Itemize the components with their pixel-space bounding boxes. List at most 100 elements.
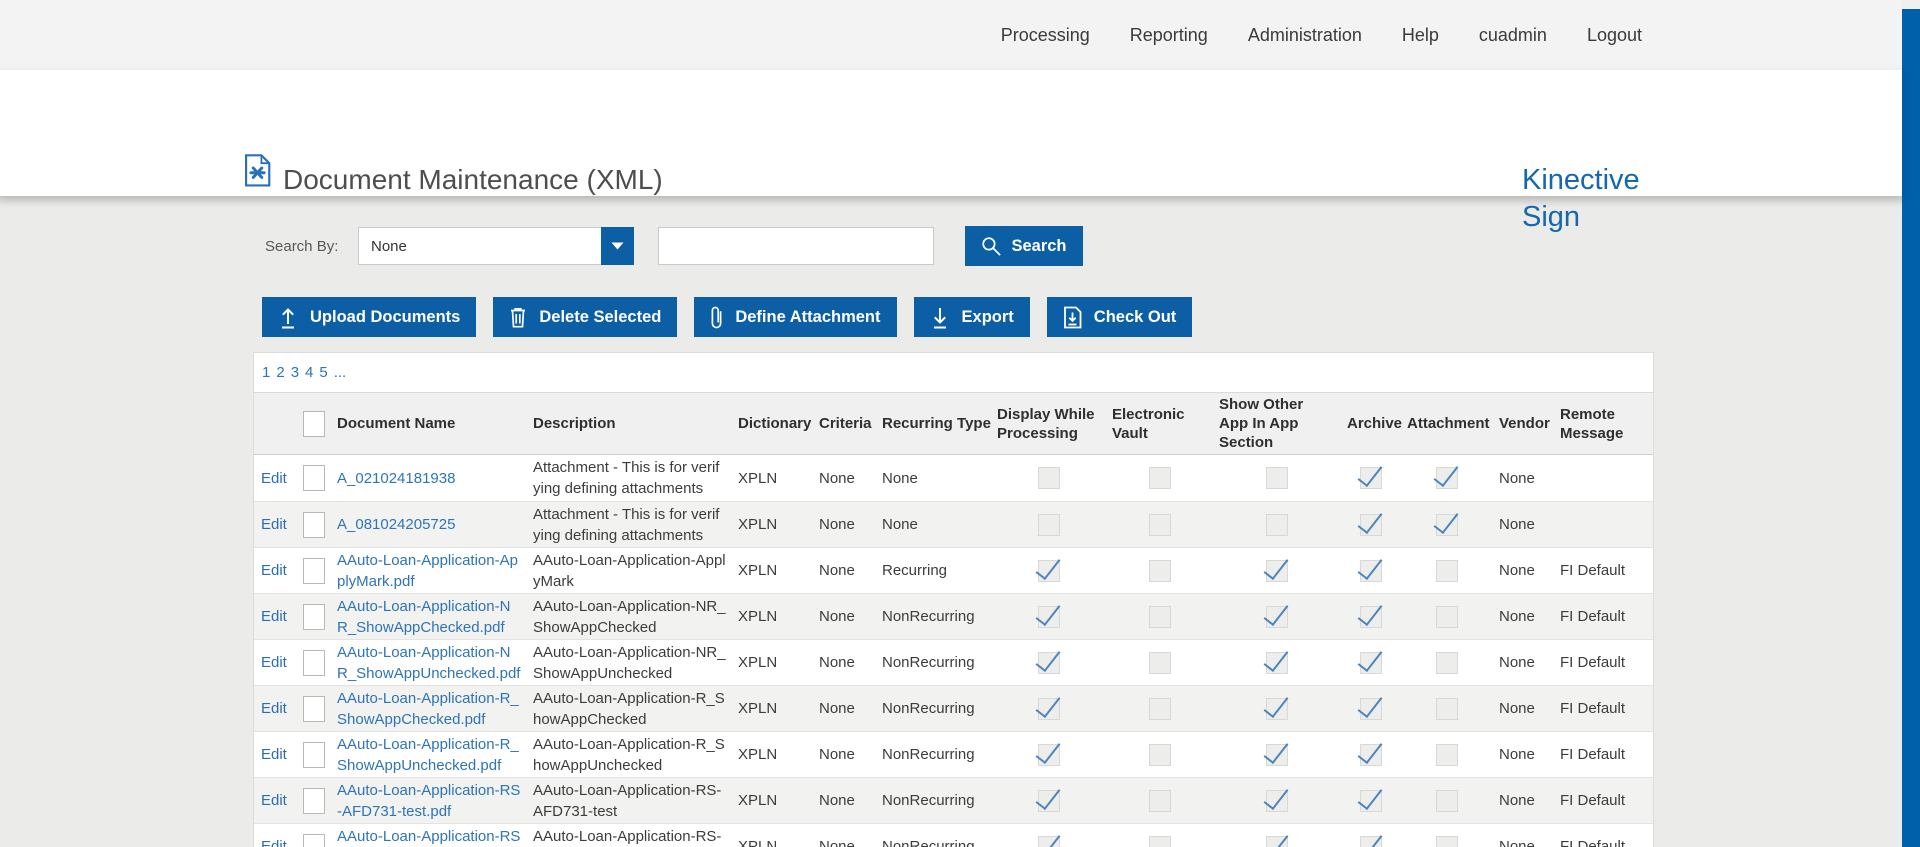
delete-selected-button[interactable]: Delete Selected (493, 297, 678, 337)
vendor-text: None (1499, 838, 1535, 847)
archive-checkbox (1360, 743, 1382, 766)
page-link-3[interactable]: 3 (290, 364, 300, 381)
edit-link[interactable]: Edit (261, 516, 287, 533)
page-link-ellipsis[interactable]: ... (333, 364, 347, 381)
dictionary-text: XPLN (738, 562, 778, 579)
document-name-link[interactable]: A_021024181938 (337, 469, 456, 487)
brand-logo: Kinective Sign (1522, 162, 1640, 236)
page-link-2[interactable]: 2 (276, 364, 285, 381)
display-while-processing-checkbox (1037, 559, 1060, 582)
recurring-cell: NonRecurring (876, 594, 991, 639)
nav-item-logout[interactable]: Logout (1586, 24, 1642, 45)
dictionary-cell: XPLN (732, 548, 813, 593)
row-checkbox[interactable] (303, 695, 325, 722)
column-header-label: Recurring Type (882, 415, 991, 432)
column-header-label: Display While Processing (997, 405, 1095, 442)
column-header-select (297, 393, 331, 454)
electronic-vault-checkbox (1148, 559, 1171, 582)
document-name-link[interactable]: AAuto-Loan-Application-NR_ShowAppChecked… (337, 597, 511, 636)
document-name-link[interactable]: AAuto-Loan-Application-R_ShowAppUnchecke… (337, 735, 519, 774)
row-checkbox[interactable] (303, 511, 325, 538)
nav-item-administration[interactable]: Administration (1247, 24, 1362, 45)
define-attachment-button[interactable]: Define Attachment (694, 297, 897, 337)
row-checkbox[interactable] (303, 603, 325, 630)
edit-link[interactable]: Edit (261, 700, 287, 717)
nav-item-help[interactable]: Help (1401, 24, 1439, 45)
document-name-link[interactable]: AAuto-Loan-Application-RS-AFD731-Test2.p… (337, 827, 521, 845)
edit-link[interactable]: Edit (261, 654, 287, 671)
attachment-cell (1401, 778, 1493, 823)
column-header-display-while-processing: Display While Processing (991, 393, 1106, 454)
remote-text: FI Default (1560, 608, 1626, 625)
remote-text: FI Default (1560, 654, 1626, 671)
recurring-cell: NonRecurring (876, 778, 991, 823)
edit-link[interactable]: Edit (261, 469, 287, 487)
check-out-button[interactable]: Check Out (1046, 297, 1193, 337)
upload-documents-button[interactable]: Upload Documents (262, 297, 477, 337)
page-link-5[interactable]: 5 (319, 364, 328, 381)
dictionary-cell: XPLN (732, 502, 813, 547)
search-icon (981, 236, 1002, 257)
column-header-attachment: Attachment (1401, 393, 1493, 454)
edit-link[interactable]: Edit (261, 838, 287, 847)
recurring-cell: NonRecurring (876, 824, 991, 847)
dropdown-arrow-button[interactable] (601, 227, 634, 265)
dwp-cell (991, 824, 1106, 847)
row-checkbox[interactable] (303, 787, 325, 814)
vertical-scrollbar[interactable] (1902, 0, 1920, 847)
attachment-cell (1401, 548, 1493, 593)
criteria-cell: None (813, 640, 876, 685)
document-name-link[interactable]: A_081024205725 (337, 516, 456, 533)
document-name-cell: AAuto-Loan-Application-R_ShowAppChecked.… (331, 686, 527, 731)
row-checkbox[interactable] (303, 833, 325, 847)
description-text: AAuto-Loan-Application-ApplyMark (533, 551, 726, 590)
document-name-link[interactable]: AAuto-Loan-Application-ApplyMark.pdf (337, 551, 518, 590)
recurring-text: NonRecurring (882, 700, 975, 717)
edit-link[interactable]: Edit (261, 562, 287, 579)
upload-icon (278, 306, 298, 329)
show-other-app-checkbox (1266, 513, 1288, 536)
brand-line1: Kinective (1522, 164, 1640, 196)
nav-item-cuadmin[interactable]: cuadmin (1478, 24, 1547, 45)
description-cell: Attachment - This is for verifying defin… (527, 502, 732, 547)
edit-link[interactable]: Edit (261, 792, 287, 809)
document-name-link[interactable]: AAuto-Loan-Application-R_ShowAppChecked.… (337, 689, 519, 728)
archive-cell (1341, 686, 1401, 731)
edit-link[interactable]: Edit (261, 746, 287, 763)
row-checkbox[interactable] (303, 741, 325, 768)
export-button[interactable]: Export (913, 297, 1030, 337)
attachment-checkbox (1436, 651, 1458, 674)
dwp-cell (991, 640, 1106, 685)
criteria-cell: None (813, 824, 876, 847)
select-cell (297, 594, 331, 639)
search-by-dropdown[interactable]: None (358, 227, 634, 265)
attachment-cell (1401, 824, 1493, 847)
document-name-link[interactable]: AAuto-Loan-Application-RS-AFD731-test.pd… (337, 781, 521, 820)
row-checkbox[interactable] (303, 649, 325, 676)
row-checkbox[interactable] (303, 557, 325, 584)
page-link-4[interactable]: 4 (305, 364, 314, 381)
dictionary-cell: XPLN (732, 732, 813, 777)
remote-cell: FI Default (1554, 732, 1653, 777)
edit-link[interactable]: Edit (261, 608, 287, 625)
scrollbar-thumb[interactable] (1902, 9, 1920, 847)
showapp-cell (1213, 824, 1341, 847)
criteria-cell: None (813, 502, 876, 547)
row-checkbox[interactable] (303, 465, 325, 491)
electronic-vault-checkbox (1148, 513, 1171, 536)
content-area: Search By: None Search Upload Documents D… (0, 196, 1902, 847)
download-icon (930, 306, 950, 329)
page-link-1[interactable]: 1 (262, 364, 271, 381)
search-input[interactable] (658, 227, 934, 265)
attachment-checkbox (1436, 743, 1458, 766)
select-all-checkbox[interactable] (303, 410, 325, 437)
showapp-cell (1213, 686, 1341, 731)
search-button[interactable]: Search (965, 226, 1083, 266)
description-cell: Attachment - This is for verifying defin… (527, 455, 732, 501)
table-row: Edit A_081024205725 Attachment - This is f… (254, 501, 1653, 547)
nav-item-processing[interactable]: Processing (1000, 24, 1090, 45)
nav-item-reporting[interactable]: Reporting (1129, 24, 1208, 45)
recurring-text: NonRecurring (882, 838, 975, 847)
dwp-cell (991, 594, 1106, 639)
document-name-link[interactable]: AAuto-Loan-Application-NR_ShowAppUncheck… (337, 643, 521, 682)
